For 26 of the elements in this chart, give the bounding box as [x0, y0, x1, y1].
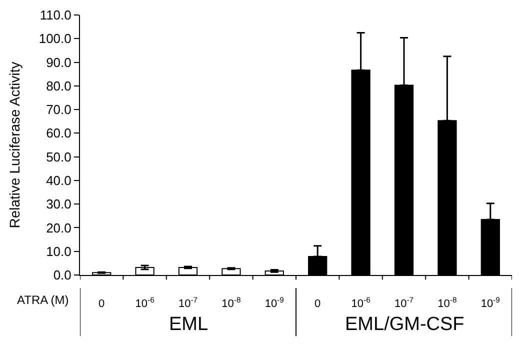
- y-tick-label: 40.0: [46, 173, 72, 188]
- y-tick-label: 100.0: [38, 31, 72, 46]
- x-tick-label: 10$^{-7}$: [394, 296, 414, 310]
- x-tick-label: 0: [314, 298, 321, 310]
- x-tick-label: 10$^{-9}$: [264, 296, 284, 310]
- x-axis-title: ATRA (M): [17, 293, 69, 307]
- y-tick-label: 90.0: [46, 54, 72, 70]
- x-tick-label: 10$^{-6}$: [351, 296, 370, 310]
- x-tick-label: 0: [98, 298, 105, 310]
- y-tick-label: 20.0: [46, 220, 72, 236]
- y-tick-label: 110.0: [40, 8, 72, 23]
- x-tick-label: 10$^{-6}$: [135, 296, 154, 310]
- x-tick-label: 10$^{-9}$: [480, 296, 500, 310]
- y-tick-label: 10.0: [46, 244, 72, 259]
- x-tick-label: 10$^{-8}$: [438, 296, 457, 310]
- y-tick-label: 80.0: [46, 78, 72, 94]
- y-tick-label: 0.0: [53, 268, 72, 283]
- text: EML/GM-CSF: [345, 314, 464, 335]
- x-tick-label: 10$^{-7}$: [178, 296, 198, 310]
- y-tick-label: 30.0: [46, 196, 72, 212]
- y-tick-label: 60.0: [46, 126, 72, 141]
- y-tick-label: 50.0: [46, 149, 72, 164]
- y-tick-label: 70.0: [46, 102, 72, 118]
- x-tick-label: 10$^{-8}$: [222, 296, 241, 310]
- text: EML: [169, 314, 208, 335]
- y-axis-title: Relative Luciferase Activity: [6, 62, 22, 228]
